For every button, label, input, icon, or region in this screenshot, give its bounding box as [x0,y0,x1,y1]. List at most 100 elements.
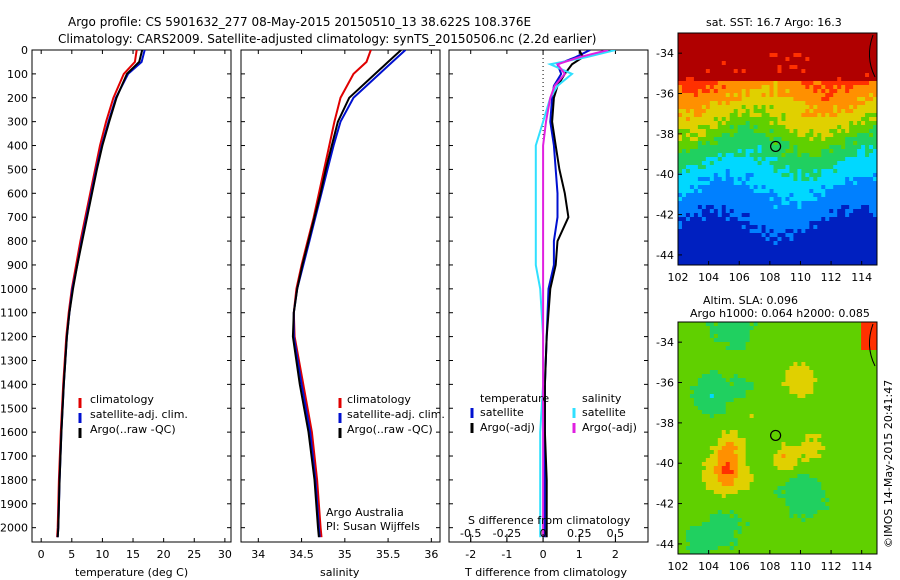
map-cell [769,149,775,154]
map-cell [745,45,751,50]
map-cell [825,181,830,186]
map-cell [729,338,735,343]
map-cell [861,49,866,54]
map-cell [741,257,747,262]
map-cell [793,189,798,194]
map-cell [729,245,735,250]
map-cell [809,362,814,367]
map-cell [789,45,795,50]
map-cell [853,334,858,339]
y-tick-label: 600 [7,187,28,200]
map-cell [845,77,850,82]
map-cell [769,53,775,58]
map-cell [869,458,874,463]
map-cell [789,426,795,431]
map-cell [678,149,683,154]
map-cell [849,249,854,254]
map-cell [873,426,877,431]
map-cell [837,382,842,387]
map-cell [873,462,877,467]
map-cell [705,466,711,471]
map-cell [785,241,791,246]
map-cell [821,69,826,74]
map-cell [721,65,727,70]
map-cell [749,253,755,258]
map-cell [801,61,806,66]
map-cell [729,217,735,222]
map-cell [701,257,707,262]
map-cell [761,229,767,234]
map-cell [713,137,719,142]
map-cell [857,358,862,363]
map-cell [805,169,810,174]
map-cell [797,326,802,331]
map-cell [797,185,802,190]
map-cell [817,402,822,407]
map-cell [797,237,802,242]
map-cell [769,109,775,114]
map-cell [725,177,731,182]
map-cell [717,394,723,399]
map-cell [773,334,779,339]
map-cell [765,454,771,459]
map-cell [761,117,767,122]
map-cell [849,237,854,242]
map-cell [813,450,818,455]
map-cell [809,233,814,238]
map-cell [777,322,783,327]
map-cell [857,157,862,162]
map-cell [741,113,747,118]
map-cell [853,402,858,407]
map-cell [769,121,775,126]
map-cell [753,117,759,122]
map-cell [829,450,834,455]
map-cell [717,221,723,226]
map-cell [865,358,870,363]
map-cell [785,93,791,98]
map-cell [749,213,755,218]
map-cell [813,205,818,210]
map-cell [693,237,699,242]
map-cell [861,442,866,447]
map-cell [685,245,691,250]
map-cell [837,221,842,226]
map-cell [785,113,791,118]
map-cell [793,69,798,74]
map-cell [729,370,735,375]
map-cell [717,109,723,114]
map-cell [793,97,798,102]
map-cell [705,362,711,367]
map-cell [797,77,802,82]
map-cell [721,253,727,258]
map-cell [693,350,699,355]
map-cell [721,261,727,265]
map-cell [765,205,771,210]
map-cell [681,117,687,122]
map-cell [781,81,787,86]
map-cell [765,129,771,134]
map-cell [689,105,695,110]
map-cell [837,462,842,467]
map-cell [801,362,806,367]
map-cell [821,438,826,443]
map-cell [733,342,739,347]
map-cell [805,225,810,230]
map-cell [801,49,806,54]
map-cell [737,189,743,194]
map-cell [709,209,715,214]
map-cell [805,406,810,411]
map-cell [717,161,723,166]
map-cell [678,414,683,419]
map-cell [729,121,735,126]
map-cell [781,454,787,459]
map-cell [729,390,735,395]
map-cell [721,326,727,331]
map-cell [845,442,850,447]
x-tick-label: 10 [95,548,109,561]
map-cell [678,346,683,351]
map-cell [717,97,723,102]
map-cell [781,149,787,154]
map-cell [753,65,759,70]
map-cell [785,434,791,439]
map-cell [713,157,719,162]
